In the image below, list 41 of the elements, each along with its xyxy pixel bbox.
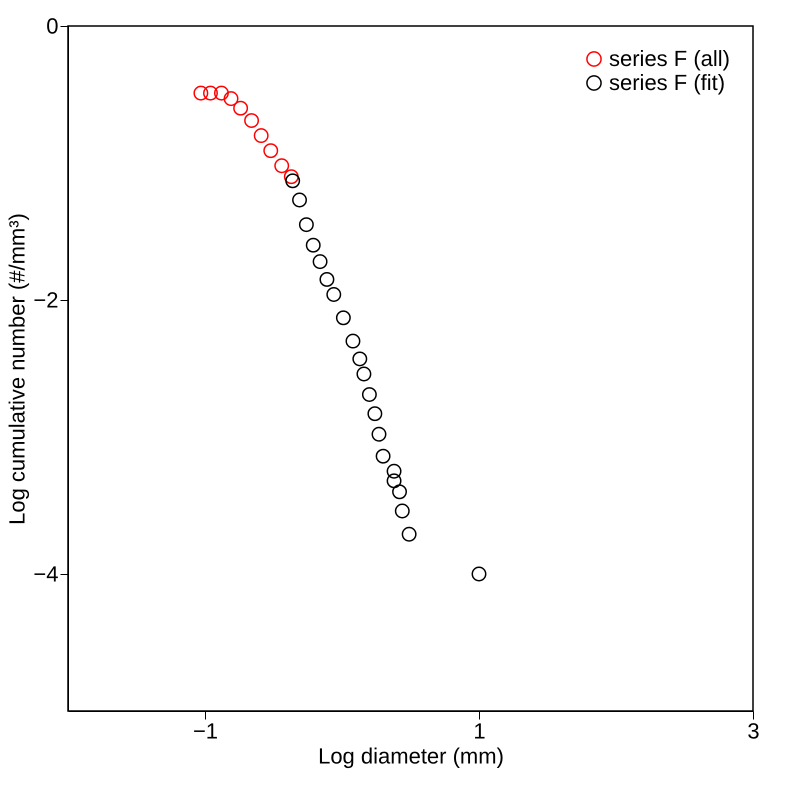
point (298, 217, 314, 232)
x-tick-label: −1 (192, 718, 218, 744)
point (263, 143, 278, 158)
point (372, 426, 386, 442)
point (285, 173, 300, 188)
point (346, 334, 360, 349)
y-axis-title: Log cumulative number (#/mm³) (4, 213, 30, 525)
point (233, 100, 248, 116)
point (376, 448, 391, 464)
point (336, 310, 351, 326)
point (224, 91, 238, 106)
point (254, 128, 269, 144)
point (386, 464, 402, 479)
point (362, 387, 377, 402)
x-tick-label: 3 (747, 718, 760, 744)
point (274, 158, 290, 174)
point (312, 254, 328, 270)
x-axis-title: Log diameter (mm) (318, 744, 504, 768)
point (394, 504, 410, 518)
point (203, 86, 218, 101)
point (244, 113, 260, 128)
point (367, 406, 382, 422)
point (356, 366, 372, 382)
point (326, 287, 342, 302)
point (292, 192, 307, 208)
point (193, 86, 208, 101)
point (402, 526, 417, 542)
y-tick-label: −2 (33, 288, 58, 312)
point (284, 169, 299, 184)
point (386, 473, 402, 488)
point (392, 484, 407, 500)
point (214, 86, 229, 101)
point (472, 566, 486, 582)
y-tick-label: −4 (33, 562, 58, 586)
point (306, 238, 321, 253)
legend-label: series F (fit) (609, 70, 726, 95)
y-tick-label: 0 (46, 14, 58, 38)
point (352, 351, 368, 366)
x-tick-label: 1 (473, 718, 486, 744)
legend-label: series F (all) (609, 46, 730, 71)
point (319, 272, 334, 287)
